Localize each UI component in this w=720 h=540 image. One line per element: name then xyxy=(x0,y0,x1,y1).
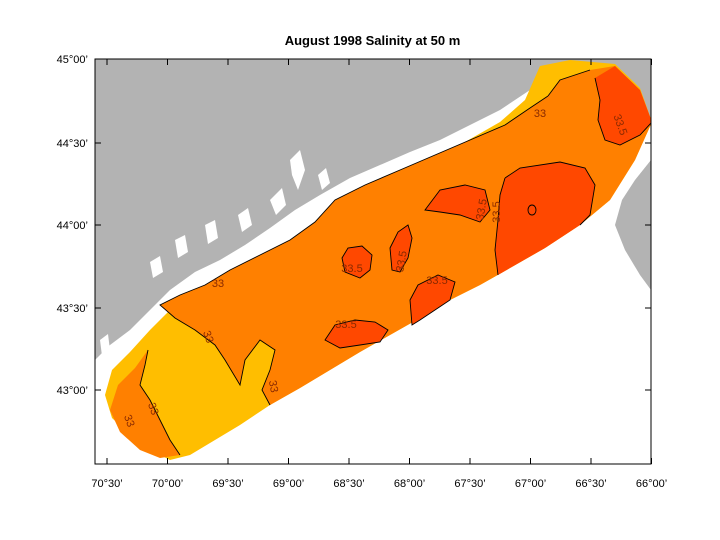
latitude-label: 43°30’ xyxy=(57,303,88,315)
axis-ticks xyxy=(95,58,652,464)
longitude-label: 69°30’ xyxy=(212,478,243,490)
contour-value-label: 33.5 xyxy=(394,250,410,273)
contour-lines xyxy=(139,69,651,456)
contour-value-label: 33.5 xyxy=(426,275,447,287)
contour-value-label: 33 xyxy=(212,278,224,290)
map-title: August 1998 Salinity at 50 m xyxy=(284,33,461,48)
longitude-label: 68°30’ xyxy=(333,478,364,490)
contour-value-label: 33.5 xyxy=(491,201,503,222)
longitude-label: 66°30’ xyxy=(575,478,606,490)
salinity-zone-high-northeast xyxy=(595,66,651,145)
contour-value-label: 33 xyxy=(200,329,215,345)
latitude-label: 44°00’ xyxy=(57,220,88,232)
latitude-labels: 45°00’ 44°30’ 44°00’ 43°30’ 43°00’ xyxy=(57,54,88,397)
longitude-label: 66°00’ xyxy=(636,478,667,490)
land-mainland xyxy=(95,59,651,360)
salinity-zone-high-east xyxy=(495,162,595,275)
land-nova-scotia xyxy=(615,160,651,290)
salinity-zone-high-patch-d xyxy=(325,320,388,348)
longitude-label: 67°30’ xyxy=(454,478,485,490)
longitude-label: 67°00’ xyxy=(515,478,546,490)
contour-value-label: 33.5 xyxy=(474,198,490,221)
latitude-label: 43°00’ xyxy=(57,385,88,397)
salinity-zone-high-patch-c xyxy=(410,275,455,325)
contour-value-label: 33 xyxy=(121,413,136,429)
salinity-zone-mid-southwest xyxy=(110,350,180,458)
contour-value-label: 33.5 xyxy=(335,319,356,331)
longitude-label: 70°30’ xyxy=(91,478,122,490)
longitude-labels: 70°30’ 70°00’ 69°30’ 69°00’ 68°30’ 68°00’ 67°3… xyxy=(91,478,667,490)
salinity-zone-high-patch-a xyxy=(342,246,372,278)
latitude-label: 44°30’ xyxy=(57,138,88,150)
contour-value-label: 33 xyxy=(534,108,546,120)
contour-value-label: 33.5 xyxy=(341,263,362,275)
salinity-zone-high-center xyxy=(425,185,490,222)
contour-value-label: 33 xyxy=(145,401,160,417)
contour-value-label: 33 xyxy=(266,379,280,393)
longitude-label: 70°00’ xyxy=(152,478,183,490)
latitude-label: 45°00’ xyxy=(57,54,88,66)
coastline-detail xyxy=(100,150,330,356)
longitude-label: 69°00’ xyxy=(273,478,304,490)
map-frame xyxy=(94,58,652,465)
longitude-label: 68°00’ xyxy=(394,478,425,490)
